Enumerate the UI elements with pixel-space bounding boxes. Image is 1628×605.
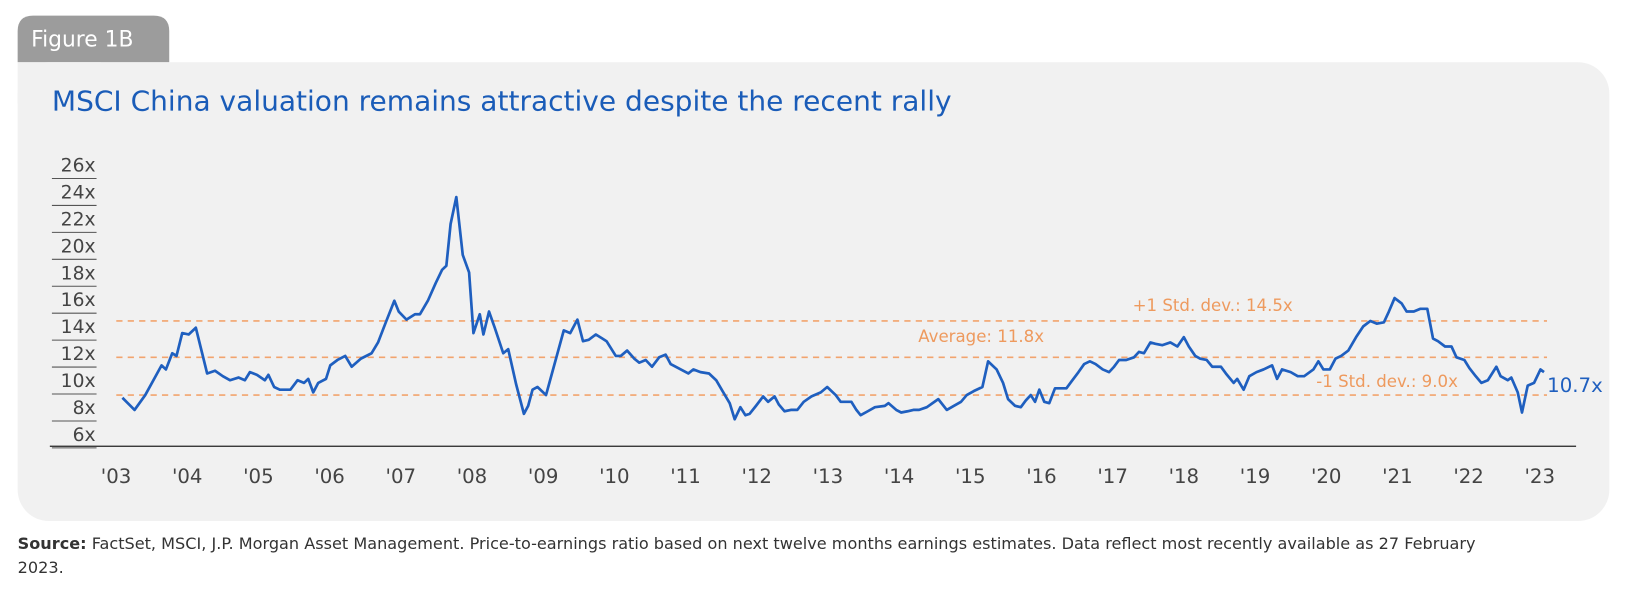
y-tick-label: 18x: [61, 263, 96, 284]
y-tick-label: 16x: [61, 290, 96, 311]
y-tick-label: 26x: [61, 156, 96, 177]
x-tick-label: '23: [1525, 465, 1556, 488]
y-tick-label: 14x: [61, 317, 96, 338]
x-tick-label: '14: [884, 465, 915, 488]
figure-label: Figure 1B: [31, 27, 133, 52]
x-tick-label: '06: [314, 465, 345, 488]
x-tick-label: '05: [243, 465, 274, 488]
chart-panel: [17, 62, 1610, 521]
x-tick-label: '09: [528, 465, 559, 488]
x-tick-label: '04: [172, 465, 203, 488]
x-tick-label: '10: [599, 465, 630, 488]
chart-title: MSCI China valuation remains attractive …: [52, 85, 952, 118]
pe-line: [121, 195, 1545, 421]
reference-label: -1 Std. dev.: 9.0x: [1316, 372, 1458, 391]
x-tick-label: '17: [1097, 465, 1128, 488]
y-tick-label: 6x: [73, 425, 96, 446]
x-tick-label: '21: [1382, 465, 1413, 488]
x-tick-label: '15: [955, 465, 986, 488]
x-tick-label: '12: [741, 465, 772, 488]
x-tick-label: '20: [1311, 465, 1342, 488]
y-tick-label: 22x: [61, 209, 96, 230]
x-tick-label: '16: [1026, 465, 1057, 488]
end-label: 10.7x: [1547, 374, 1603, 397]
source-label: Source:: [17, 534, 87, 554]
source-box: Source: FactSet, MSCI, J.P. Morgan Asset…: [18, 532, 1503, 580]
y-tick-label: 12x: [61, 344, 96, 365]
x-tick-label: '03: [101, 465, 132, 488]
x-tick-label: '07: [386, 465, 417, 488]
source-note: Source: FactSet, MSCI, J.P. Morgan Asset…: [18, 532, 1503, 580]
x-tick-label: '22: [1453, 465, 1484, 488]
x-tick-label: '11: [670, 465, 701, 488]
reference-label: +1 Std. dev.: 14.5x: [1133, 296, 1293, 315]
x-tick-label: '08: [457, 465, 488, 488]
x-tick-label: '18: [1169, 465, 1200, 488]
x-tick-label: '19: [1240, 465, 1271, 488]
y-tick-label: 10x: [61, 371, 96, 392]
y-tick-label: 20x: [61, 236, 96, 257]
figure-tab: [17, 15, 170, 63]
reference-label: Average: 11.8x: [918, 327, 1044, 346]
chart-panel-corner: [17, 62, 101, 104]
y-tick-label: 8x: [73, 398, 96, 419]
x-tick-label: '13: [813, 465, 844, 488]
source-text: FactSet, MSCI, J.P. Morgan Asset Managem…: [17, 534, 1476, 577]
y-tick-label: 24x: [61, 182, 96, 203]
